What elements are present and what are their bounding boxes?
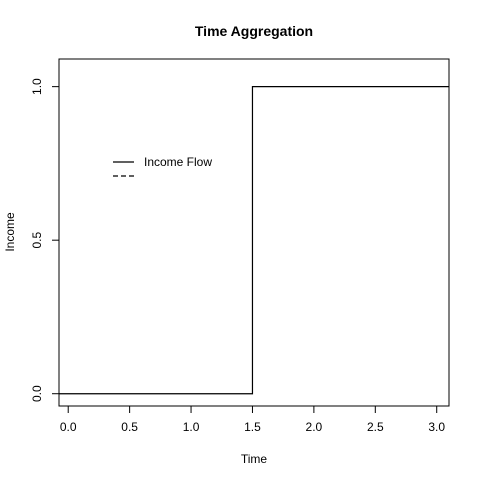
x-tick-label: 0.5 — [121, 420, 138, 434]
legend-label: Income Flow — [144, 155, 212, 169]
x-axis: 0.0 0.5 1.0 1.5 2.0 2.5 3.0 — [60, 406, 445, 434]
series-layer — [59, 86, 449, 395]
x-tick-label: 0.0 — [60, 420, 77, 434]
x-tick-label: 3.0 — [428, 420, 445, 434]
x-tick-label: 1.0 — [183, 420, 200, 434]
y-axis-label: Income — [3, 212, 17, 252]
x-tick-label: 2.0 — [306, 420, 323, 434]
y-tick-label: 1.0 — [30, 78, 44, 95]
chart-title: Time Aggregation — [195, 23, 313, 39]
x-tick-label: 1.5 — [244, 420, 261, 434]
series-line — [59, 86, 449, 395]
y-tick-label: 0.5 — [30, 232, 44, 249]
y-axis: 0.0 0.5 1.0 — [30, 78, 59, 402]
x-tick-label: 2.5 — [367, 420, 384, 434]
legend: Income Flow — [113, 155, 212, 177]
y-tick-label: 0.0 — [30, 385, 44, 402]
plot-frame — [58, 58, 450, 407]
x-axis-label: Time — [241, 452, 268, 466]
